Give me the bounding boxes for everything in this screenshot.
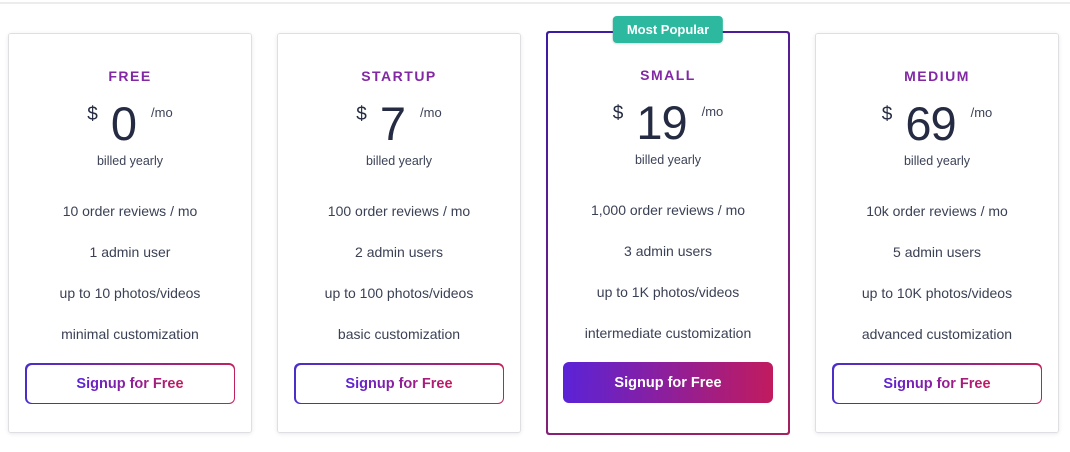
currency-symbol: $ (612, 103, 624, 124)
feature-list: 1,000 order reviews / mo 3 admin users u… (585, 201, 752, 342)
signup-button-label: Signup for Free (883, 375, 991, 392)
plan-name: MEDIUM (904, 68, 970, 84)
pricing-card-small: Most Popular SMALL $ 19 /mo billed yearl… (546, 16, 790, 435)
plan-price: $ 69 /mo (881, 97, 993, 150)
currency-symbol: $ (356, 104, 367, 125)
signup-button-face: Signup for Free (833, 364, 1041, 403)
feature-item: up to 10 photos/videos (59, 285, 201, 301)
price-period: /mo (151, 105, 173, 120)
pricing-card-medium: MEDIUM $ 69 /mo billed yearly 10k order … (815, 33, 1059, 433)
pricing-cards: FREE $ 0 /mo billed yearly 10 order revi… (0, 4, 1070, 435)
feature-item: 100 order reviews / mo (327, 203, 471, 219)
price-amount: 0 (110, 97, 137, 150)
price-period: /mo (420, 105, 442, 120)
feature-item: up to 1K photos/videos (596, 284, 740, 300)
plan-name: SMALL (640, 67, 696, 83)
feature-item: 5 admin users (893, 244, 981, 260)
price-period: /mo (701, 104, 724, 119)
most-popular-badge: Most Popular (612, 16, 724, 43)
card-body: SMALL $ 19 /mo billed yearly 1,000 order… (548, 33, 788, 433)
signup-button-face: Signup for Free (26, 364, 234, 403)
billing-note: billed yearly (634, 153, 701, 167)
signup-button[interactable]: Signup for Free (563, 362, 773, 403)
signup-button-label: Signup for Free (614, 374, 722, 391)
signup-button-label: Signup for Free (76, 375, 184, 392)
signup-button-label: Signup for Free (345, 375, 453, 392)
price-amount: 19 (636, 96, 687, 149)
plan-name: FREE (108, 68, 152, 84)
card-body: STARTUP $ 7 /mo billed yearly 100 order … (278, 34, 520, 432)
billing-note: billed yearly (903, 154, 970, 168)
feature-item: 3 admin users (624, 243, 712, 259)
feature-item: 1,000 order reviews / mo (590, 202, 746, 218)
price-amount: 69 (905, 97, 956, 150)
billing-note: billed yearly (365, 154, 432, 168)
feature-list: 100 order reviews / mo 2 admin users up … (325, 202, 474, 343)
feature-item: 10 order reviews / mo (62, 203, 198, 219)
signup-button[interactable]: Signup for Free (25, 363, 235, 404)
signup-button[interactable]: Signup for Free (832, 363, 1042, 404)
price-period: /mo (970, 105, 993, 120)
plan-price: $ 0 /mo (87, 97, 173, 150)
card-body: MEDIUM $ 69 /mo billed yearly 10k order … (816, 34, 1058, 432)
plan-price: $ 19 /mo (612, 96, 724, 149)
feature-item: 10k order reviews / mo (866, 203, 1008, 219)
currency-symbol: $ (87, 104, 98, 125)
signup-button[interactable]: Signup for Free (294, 363, 504, 404)
billing-note: billed yearly (96, 154, 163, 168)
top-divider (0, 2, 1070, 4)
feature-list: 10k order reviews / mo 5 admin users up … (862, 202, 1012, 343)
feature-item: advanced customization (861, 326, 1013, 342)
pricing-card-startup: STARTUP $ 7 /mo billed yearly 100 order … (277, 33, 521, 433)
price-amount: 7 (379, 97, 406, 150)
feature-item: 1 admin user (89, 244, 171, 260)
feature-item: up to 10K photos/videos (861, 285, 1013, 301)
card-body: FREE $ 0 /mo billed yearly 10 order revi… (9, 34, 251, 432)
feature-item: 2 admin users (355, 244, 443, 260)
feature-item: basic customization (337, 326, 461, 342)
feature-list: 10 order reviews / mo 1 admin user up to… (60, 202, 201, 343)
feature-item: minimal customization (61, 326, 199, 342)
signup-button-face: Signup for Free (295, 364, 503, 403)
feature-item: intermediate customization (584, 325, 752, 341)
currency-symbol: $ (881, 104, 893, 125)
pricing-card-free: FREE $ 0 /mo billed yearly 10 order revi… (8, 33, 252, 433)
plan-price: $ 7 /mo (356, 97, 442, 150)
plan-name: STARTUP (361, 68, 437, 84)
feature-item: up to 100 photos/videos (324, 285, 474, 301)
